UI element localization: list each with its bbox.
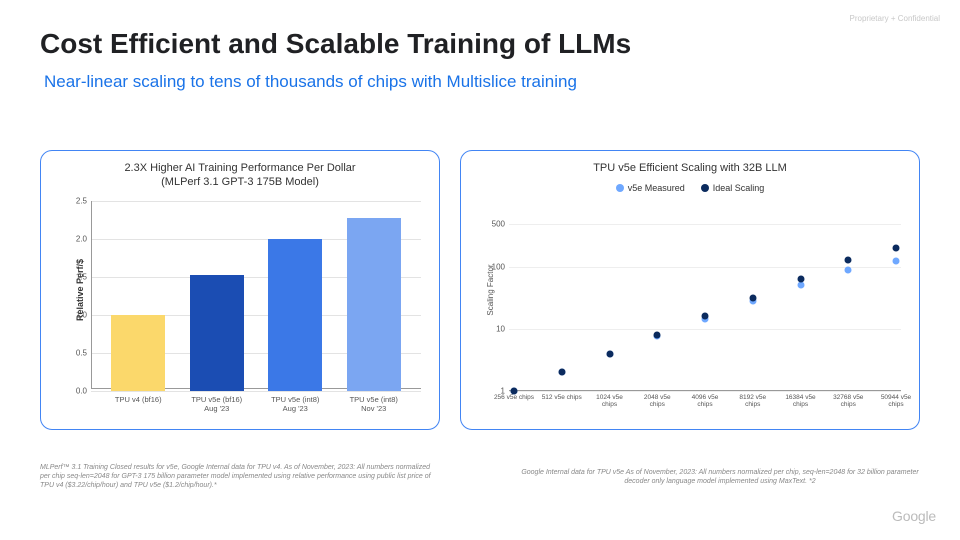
legend-item: Ideal Scaling bbox=[701, 183, 765, 193]
scatter-dot bbox=[845, 266, 852, 273]
scatter-dot bbox=[893, 245, 900, 252]
scatter-dot bbox=[893, 258, 900, 265]
bar-chart-title: 2.3X Higher AI Training Performance Per … bbox=[41, 151, 439, 190]
bar-xtick: TPU v5e (int8)Nov '23 bbox=[334, 391, 414, 413]
scatter-gridline bbox=[509, 329, 901, 330]
legend-label: v5e Measured bbox=[628, 183, 685, 193]
bar-ytick: 2.0 bbox=[76, 235, 91, 244]
page-subtitle: Near-linear scaling to tens of thousands… bbox=[44, 72, 577, 92]
bar-xtick: TPU v4 (bf16) bbox=[98, 391, 178, 404]
bar-xtick: TPU v5e (bf16)Aug '23 bbox=[177, 391, 257, 413]
scatter-dot bbox=[702, 313, 709, 320]
scatter-xtick: 1024 v5echips bbox=[585, 391, 635, 409]
footnote-left: MLPerf™ 3.1 Training Closed results for … bbox=[40, 463, 440, 490]
scatter-xtick: 2048 v5echips bbox=[632, 391, 682, 409]
bar bbox=[347, 218, 401, 391]
scatter-ytick: 10 bbox=[496, 324, 509, 333]
legend-dot bbox=[701, 184, 709, 192]
legend-dot bbox=[616, 184, 624, 192]
scatter-xtick: 512 v5e chips bbox=[537, 391, 587, 401]
bar bbox=[268, 239, 322, 391]
bar-ytick: 1.5 bbox=[76, 273, 91, 282]
scatter-gridline bbox=[509, 267, 901, 268]
scatter-xtick: 50944 v5echips bbox=[871, 391, 921, 409]
bar-ytick: 0.5 bbox=[76, 349, 91, 358]
scatter-xtick: 16384 v5echips bbox=[776, 391, 826, 409]
bar bbox=[190, 275, 244, 391]
bar-xtick: TPU v5e (int8)Aug '23 bbox=[255, 391, 335, 413]
scatter-dot bbox=[558, 369, 565, 376]
scatter-gridline bbox=[509, 224, 901, 225]
watermark: Proprietary + Confidential bbox=[850, 14, 941, 23]
scatter-ytick: 500 bbox=[492, 219, 509, 228]
google-logo: Google bbox=[892, 508, 936, 524]
scatter-ylabel: Scaling Factor bbox=[486, 264, 495, 315]
scatter-dot bbox=[606, 350, 613, 357]
page-title: Cost Efficient and Scalable Training of … bbox=[40, 28, 631, 60]
charts-row: 2.3X Higher AI Training Performance Per … bbox=[40, 150, 920, 430]
legend-item: v5e Measured bbox=[616, 183, 685, 193]
scatter-chart-area: 110100500256 v5e chips512 v5e chips1024 … bbox=[509, 211, 901, 391]
bar-chart-title-l2: (MLPerf 3.1 GPT-3 175B Model) bbox=[161, 176, 319, 188]
scatter-dot bbox=[749, 294, 756, 301]
scatter-dot bbox=[511, 388, 518, 395]
bar bbox=[111, 315, 165, 391]
scatter-dot bbox=[654, 332, 661, 339]
scatter-legend: v5e Measured Ideal Scaling bbox=[461, 183, 919, 193]
bar-ytick: 1.0 bbox=[76, 311, 91, 320]
bar-chart-title-l1: 2.3X Higher AI Training Performance Per … bbox=[124, 162, 355, 174]
bar-chart-panel: 2.3X Higher AI Training Performance Per … bbox=[40, 150, 440, 430]
legend-label: Ideal Scaling bbox=[713, 183, 765, 193]
scatter-xtick: 32768 v5echips bbox=[823, 391, 873, 409]
scatter-chart-panel: TPU v5e Efficient Scaling with 32B LLM v… bbox=[460, 150, 920, 430]
scatter-dot bbox=[797, 276, 804, 283]
bar-ytick: 2.5 bbox=[76, 197, 91, 206]
bar-chart-area: 0.00.51.01.52.02.5TPU v4 (bf16)TPU v5e (… bbox=[91, 201, 421, 389]
bar-ytick: 0.0 bbox=[76, 387, 91, 396]
footnote-right: Google Internal data for TPU v5e As of N… bbox=[520, 468, 920, 486]
scatter-xtick: 4096 v5echips bbox=[680, 391, 730, 409]
scatter-ytick: 100 bbox=[492, 262, 509, 271]
scatter-dot bbox=[845, 257, 852, 264]
scatter-xtick: 8192 v5echips bbox=[728, 391, 778, 409]
bars-container: TPU v4 (bf16)TPU v5e (bf16)Aug '23TPU v5… bbox=[91, 201, 421, 391]
scatter-chart-title: TPU v5e Efficient Scaling with 32B LLM bbox=[461, 151, 919, 175]
